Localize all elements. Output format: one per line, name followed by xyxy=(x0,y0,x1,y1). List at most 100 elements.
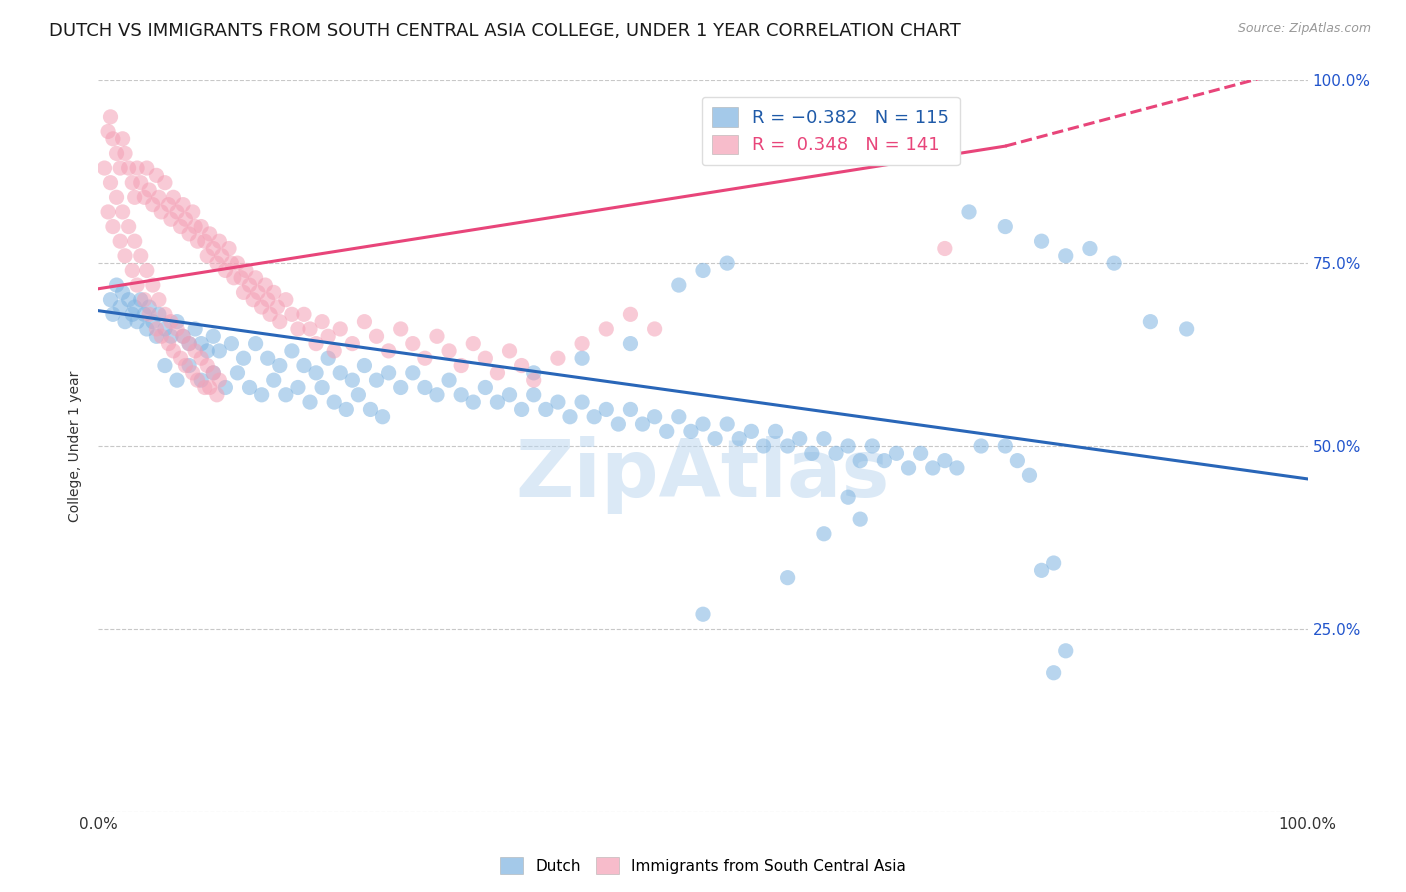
Point xyxy=(148,190,170,204)
Point xyxy=(127,315,149,329)
Point xyxy=(266,300,288,314)
Point xyxy=(679,425,702,439)
Point xyxy=(1042,665,1064,680)
Point xyxy=(316,329,339,343)
Point xyxy=(235,263,257,277)
Point xyxy=(1102,256,1125,270)
Point xyxy=(292,359,315,373)
Point xyxy=(595,402,617,417)
Point xyxy=(134,307,156,321)
Point xyxy=(142,315,165,329)
Point xyxy=(360,402,382,417)
Point xyxy=(765,425,787,439)
Point xyxy=(127,161,149,175)
Point xyxy=(166,373,188,387)
Point xyxy=(153,359,176,373)
Point xyxy=(311,315,333,329)
Point xyxy=(437,343,460,358)
Point xyxy=(311,380,333,394)
Point xyxy=(124,300,146,314)
Point xyxy=(118,161,141,175)
Point xyxy=(100,176,122,190)
Point xyxy=(366,373,388,387)
Point xyxy=(486,395,509,409)
Point xyxy=(752,439,775,453)
Point xyxy=(181,366,204,380)
Point xyxy=(994,439,1017,453)
Point xyxy=(194,380,217,394)
Point xyxy=(226,256,249,270)
Point xyxy=(547,351,569,366)
Point xyxy=(250,388,273,402)
Point xyxy=(111,132,134,146)
Point xyxy=(142,197,165,211)
Point xyxy=(184,343,207,358)
Point xyxy=(221,256,243,270)
Text: ZipAtlas: ZipAtlas xyxy=(516,436,890,515)
Point xyxy=(970,439,993,453)
Point xyxy=(486,366,509,380)
Point xyxy=(716,417,738,431)
Point xyxy=(184,322,207,336)
Point xyxy=(245,336,267,351)
Point xyxy=(342,373,364,387)
Point xyxy=(353,359,375,373)
Point xyxy=(208,373,231,387)
Point xyxy=(873,453,896,467)
Point xyxy=(118,219,141,234)
Point xyxy=(142,278,165,293)
Legend: Dutch, Immigrants from South Central Asia: Dutch, Immigrants from South Central Asi… xyxy=(494,851,912,880)
Point xyxy=(558,409,581,424)
Point xyxy=(124,190,146,204)
Point xyxy=(124,234,146,248)
Y-axis label: College, Under 1 year: College, Under 1 year xyxy=(69,370,83,522)
Point xyxy=(402,336,425,351)
Point xyxy=(208,343,231,358)
Point xyxy=(692,263,714,277)
Point xyxy=(595,322,617,336)
Point xyxy=(335,402,357,417)
Legend: R = −0.382   N = 115, R =  0.348   N = 141: R = −0.382 N = 115, R = 0.348 N = 141 xyxy=(702,96,960,165)
Point xyxy=(105,190,128,204)
Point xyxy=(194,234,217,248)
Point xyxy=(825,446,848,460)
Text: DUTCH VS IMMIGRANTS FROM SOUTH CENTRAL ASIA COLLEGE, UNDER 1 YEAR CORRELATION CH: DUTCH VS IMMIGRANTS FROM SOUTH CENTRAL A… xyxy=(49,22,960,40)
Point xyxy=(921,461,943,475)
Point xyxy=(274,293,297,307)
Point xyxy=(366,329,388,343)
Point xyxy=(571,336,593,351)
Point xyxy=(179,359,201,373)
Point xyxy=(323,343,346,358)
Point xyxy=(886,446,908,460)
Point xyxy=(114,249,136,263)
Point xyxy=(347,388,370,402)
Point xyxy=(510,402,533,417)
Point xyxy=(160,315,183,329)
Point xyxy=(692,607,714,622)
Point xyxy=(463,336,485,351)
Point xyxy=(292,307,315,321)
Point xyxy=(150,205,173,219)
Point xyxy=(153,176,176,190)
Point xyxy=(169,219,191,234)
Point xyxy=(245,270,267,285)
Point xyxy=(474,351,496,366)
Point xyxy=(668,278,690,293)
Point xyxy=(256,351,278,366)
Point xyxy=(813,526,835,541)
Point xyxy=(121,263,143,277)
Point xyxy=(97,124,120,138)
Point xyxy=(1054,249,1077,263)
Point xyxy=(994,219,1017,234)
Point xyxy=(644,409,666,424)
Point xyxy=(450,359,472,373)
Point xyxy=(214,380,236,394)
Point xyxy=(813,432,835,446)
Point xyxy=(413,380,436,394)
Point xyxy=(145,322,167,336)
Point xyxy=(523,373,546,387)
Point xyxy=(269,315,291,329)
Point xyxy=(174,212,197,227)
Point xyxy=(190,219,212,234)
Point xyxy=(837,439,859,453)
